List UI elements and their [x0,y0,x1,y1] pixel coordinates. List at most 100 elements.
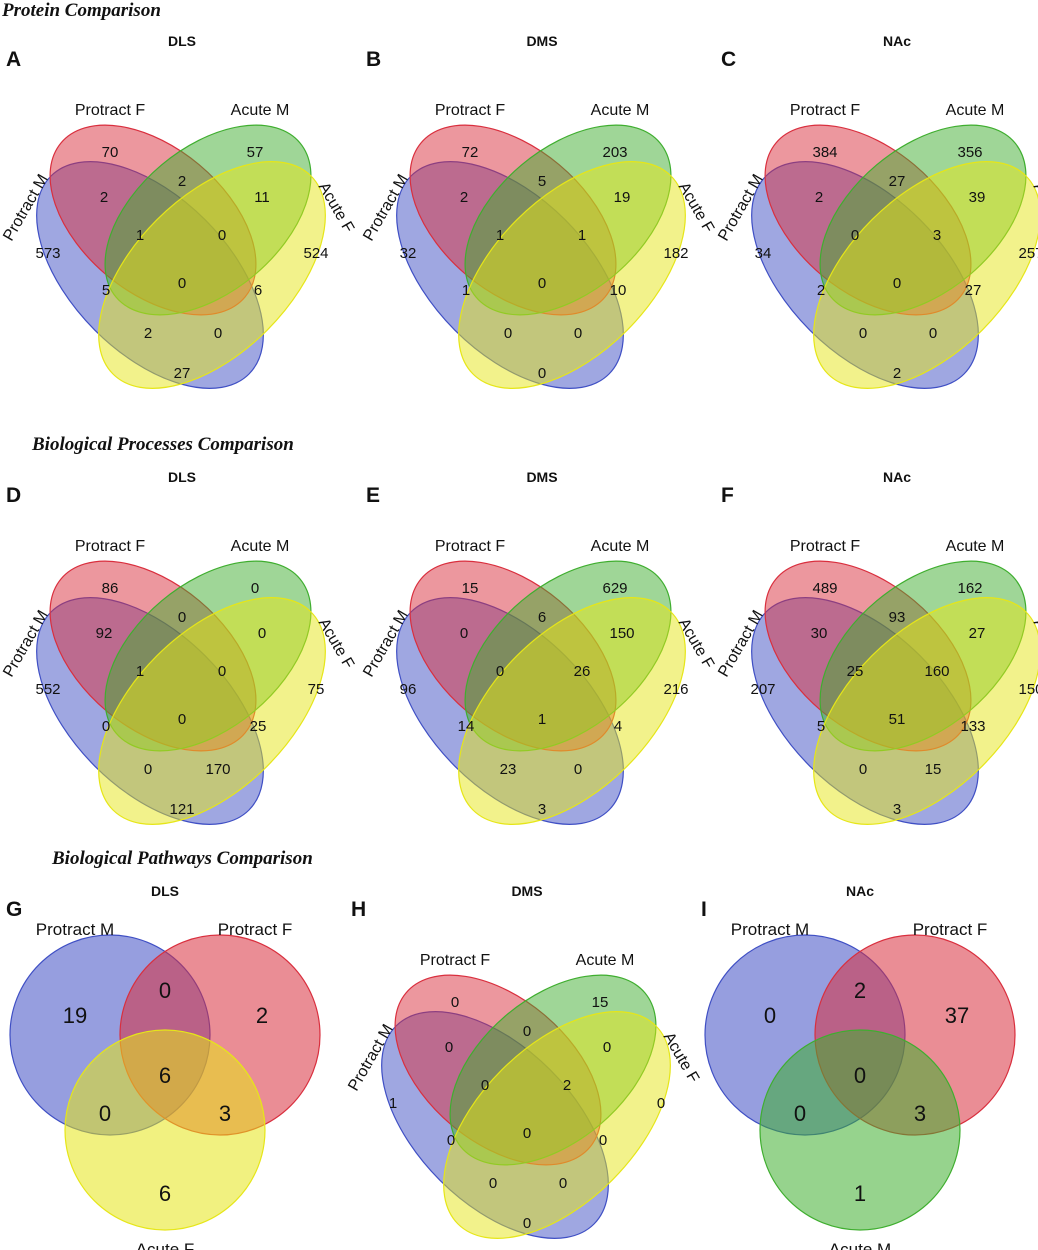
venn-count-protract-f-and-acute-m: 27 [889,173,906,190]
venn-set-label-protract-f: Protract F [75,538,145,555]
venn-count-acute-f: 257 [1018,245,1038,262]
venn-count-protract-f-and-acute-f: 0 [599,1132,607,1149]
venn-count-protract-f-and-acute-f: 3 [219,1101,231,1126]
venn-count-protract-f: 489 [812,580,837,597]
venn-count-protract-f-and-acute-m: 0 [178,609,186,626]
venn-set-acute-f [443,1011,671,1239]
venn-count-acute-f: 216 [663,681,688,698]
venn-count-protract-f-and-acute-m-and-acute-f: 160 [924,663,949,680]
panel-letter: D [6,484,21,507]
panel-title: NAc [883,469,911,485]
venn-count-protract-m: 32 [400,245,417,262]
venn-count-protract-m-and-acute-m: 14 [458,718,475,735]
venn-count-protract-m-and-acute-f: 2 [893,365,901,382]
venn-count-protract-m: 34 [755,245,772,262]
venn-count-protract-m-and-acute-f: 27 [174,365,191,382]
panel-letter: E [366,484,380,507]
venn-count-all-four: 0 [178,711,186,728]
venn-count-protract-m-and-protract-f: 30 [811,625,828,642]
panel-letter: F [721,484,734,507]
venn-count-protract-m-and-acute-m: 5 [817,718,825,735]
venn-count-protract-m-and-protract-f-and-acute-m: 0 [851,227,859,244]
venn-count-acute-m-and-acute-f: 19 [614,189,631,206]
venn-count-acute-m-and-acute-f: 0 [258,625,266,642]
venn-count-protract-f-and-acute-f: 10 [610,282,627,299]
venn-count-protract-m: 207 [750,681,775,698]
venn-count-acute-m-and-acute-f: 0 [603,1039,611,1056]
venn-count-protract-f: 2 [256,1003,268,1028]
panel-letter: I [701,898,707,921]
venn-count-protract-m-and-acute-m: 5 [102,282,110,299]
venn-count-acute-m: 1 [854,1181,866,1206]
venn-count-protract-m-and-protract-f-and-acute-f: 15 [925,761,942,778]
venn-set-acute-f [813,597,1038,825]
venn-set-acute-f [813,161,1038,389]
venn-count-acute-f: 182 [663,245,688,262]
venn-count-protract-m-and-protract-f: 92 [96,625,113,642]
venn-count-protract-m-and-protract-f-and-acute-m: 0 [496,663,504,680]
venn-count-protract-m-and-acute-f: 0 [523,1215,531,1232]
venn-count-protract-m-and-acute-m: 2 [817,282,825,299]
venn-count-protract-m-and-acute-m: 0 [102,718,110,735]
venn-set-label-protract-f: Protract F [435,102,505,119]
venn-count-protract-m-and-protract-f-and-acute-f: 0 [214,325,222,342]
venn-count-protract-m-and-acute-m-and-acute-f: 0 [489,1175,497,1192]
venn-count-acute-m: 15 [592,994,609,1011]
venn-count-acute-m-and-acute-f: 11 [254,189,270,206]
venn-count-protract-f-and-acute-m: 0 [523,1023,531,1040]
venn-count-protract-m: 19 [63,1003,87,1028]
venn-count-protract-m-and-acute-f: 3 [538,801,546,818]
venn-set-label-acute-m: Acute M [946,538,1005,555]
venn-count-protract-m-and-acute-m-and-acute-f: 0 [859,325,867,342]
venn-panel-a: A DLS 573 70 57 524 2 2 11 1 0 5 0 6 2 0 27 Protract M Pro… [0,30,357,415]
venn-set-acute-f [458,161,686,389]
venn-count-protract-m: 573 [35,245,60,262]
venn-count-protract-m-and-protract-f-and-acute-f: 0 [559,1175,567,1192]
panel-title: DLS [168,33,196,49]
venn-count-protract-m-and-protract-f-and-acute-m: 0 [481,1077,489,1094]
venn-count-protract-m-and-acute-f: 121 [169,801,194,818]
venn-panel-h: H DMS 1 0 15 0 0 0 0 0 2 0 0 0 0 0 0 Protract M Protract F… [345,880,702,1245]
venn-count-protract-m-and-protract-f-and-acute-f: 170 [205,761,230,778]
venn-set-label-protract-f: Protract F [218,920,293,939]
venn-count-acute-f: 6 [159,1181,171,1206]
venn-set-label-protract-m: Protract M [731,920,809,939]
venn-count-protract-f-and-acute-m-and-acute-f: 1 [578,227,586,244]
panel-letter: A [6,48,21,71]
venn-count-all-four: 0 [893,275,901,292]
venn-count-protract-f-and-acute-m: 93 [889,609,906,626]
venn-count-protract-m-and-acute-m: 0 [447,1132,455,1149]
venn-count-protract-f: 70 [102,144,119,161]
panel-title: DMS [526,33,557,49]
venn-count-protract-m-and-acute-m: 1 [462,282,470,299]
venn-count-protract-f-and-acute-m-and-acute-f: 26 [574,663,591,680]
venn-set-label-acute-m: Acute M [591,102,650,119]
venn-count-protract-m-and-acute-m-and-acute-f: 0 [504,325,512,342]
venn-panel-f: F NAc 207 489 162 150 30 93 27 25 160 5 51 133 0 15 3 Pro… [715,466,1038,831]
venn-set-acute-f [98,161,326,389]
venn-set-label-acute-m: Acute M [591,538,650,555]
panel-title: NAc [846,883,874,899]
venn-count-protract-f-and-acute-m-and-acute-f: 3 [933,227,941,244]
panel-title: DMS [511,883,542,899]
venn-count-protract-m-and-acute-m: 0 [794,1101,806,1126]
venn-count-protract-m-and-acute-f: 3 [893,801,901,818]
venn-count-protract-m-and-protract-f: 0 [460,625,468,642]
venn-count-protract-m-and-protract-f-and-acute-f: 0 [574,325,582,342]
venn-count-acute-m-and-acute-f: 39 [969,189,986,206]
venn-count-protract-m-and-acute-m-and-acute-f: 2 [144,325,152,342]
venn-count-protract-f: 37 [945,1003,969,1028]
venn-set-acute-m [759,1029,961,1231]
venn-set-acute-f [98,597,326,825]
panel-letter: H [351,898,366,921]
venn-count-protract-f: 384 [812,144,837,161]
venn-count-protract-f-and-acute-m: 6 [538,609,546,626]
venn-set-label-protract-f: Protract F [75,102,145,119]
venn-set-label-acute-m: Acute M [829,1240,891,1250]
venn-panel-e: E DMS 96 15 629 216 0 6 150 0 26 14 1 4 23 0 3 Protract M… [360,466,717,831]
venn-count-acute-m: 203 [602,144,627,161]
venn-set-acute-f [458,597,686,825]
venn-count-protract-f-and-acute-f: 133 [960,718,985,735]
venn-count-protract-m-and-protract-f-and-acute-m: 1 [136,663,144,680]
panel-title: DMS [526,469,557,485]
